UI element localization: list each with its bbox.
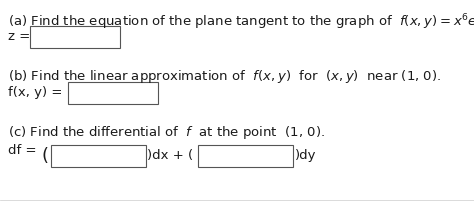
Bar [68,82,158,104]
Bar [51,145,146,167]
Text: z =: z = [8,30,35,43]
Text: )dx + (: )dx + ( [147,150,193,163]
Text: (c) Find the differential of  $f$  at the point  (1, 0).: (c) Find the differential of $f$ at the … [8,124,325,141]
Text: df =: df = [8,144,41,157]
Bar [30,26,120,48]
Text: f(x, y) =: f(x, y) = [8,86,67,99]
Text: (: ( [42,147,49,165]
Text: (b) Find the linear approximation of  $f(x, y)$  for  $(x, y)$  near (1, 0).: (b) Find the linear approximation of $f(… [8,68,441,85]
Bar [198,145,293,167]
Text: (a) Find the equation of the plane tangent to the graph of  $f(x, y) = x^6e^{xy}: (a) Find the equation of the plane tange… [8,12,474,32]
Text: )dy: )dy [295,150,317,163]
